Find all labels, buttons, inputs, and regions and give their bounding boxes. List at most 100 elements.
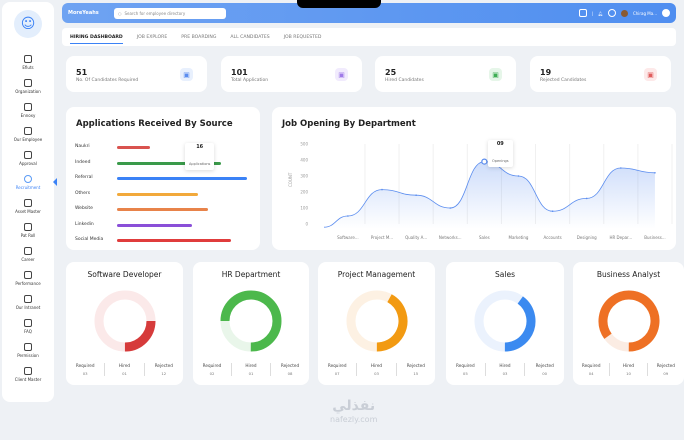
department-card: Business Analyst Required 04 Hired 10 Reject… <box>573 262 684 385</box>
tab-pre-boarding[interactable]: PRE BOARDING <box>181 34 217 40</box>
data-point[interactable] <box>415 194 417 196</box>
required-stat: Required 07 <box>327 363 347 376</box>
department-card: HR Department Required 02 Hired 01 Rejected 0… <box>193 262 309 385</box>
stat-card: 101 Total Application ▣ <box>221 56 362 92</box>
brand-name: MoreYeahs <box>68 10 99 16</box>
donut-chart <box>595 287 663 355</box>
settings-icon[interactable] <box>662 9 670 17</box>
divider: | <box>591 10 593 16</box>
sidebar-item-ennoxy[interactable]: Ennoxy <box>2 98 54 122</box>
x-tick-label: Business... <box>644 235 665 240</box>
sidebar-item-approval[interactable]: Approval <box>2 146 54 170</box>
source-label: Linkedin <box>75 221 94 227</box>
stat-card: 25 Hired Candidates ▣ <box>375 56 516 92</box>
donut-segment[interactable] <box>220 290 282 352</box>
sidebar-item-career[interactable]: Career <box>2 242 54 266</box>
donut-segment[interactable] <box>343 287 411 355</box>
source-bar[interactable] <box>117 146 150 149</box>
x-tick-label: Sales <box>479 235 490 240</box>
donut-chart <box>474 290 536 352</box>
x-tick-label: Marketing <box>509 235 529 240</box>
data-point[interactable] <box>620 167 622 169</box>
stat-label: No. Of Candidates Required <box>76 78 139 83</box>
stat-value: 51 <box>76 68 88 77</box>
tab-hiring-dashboard[interactable]: HIRING DASHBOARD <box>70 35 123 44</box>
data-point[interactable] <box>551 210 554 212</box>
department-card: Project Management Required 07 Hired 03 Reje… <box>318 262 435 385</box>
department-title: Software Developer <box>87 270 162 279</box>
gear-icon[interactable] <box>607 9 616 17</box>
department-card: Sales Required 05 Hired 03 Rejected 00 <box>446 262 564 385</box>
nav-icon <box>24 198 32 207</box>
y-axis-label: COUNT <box>288 172 293 187</box>
rejected-stat: Rejected 00 <box>524 363 564 376</box>
data-point[interactable] <box>654 172 656 174</box>
source-label: Others <box>75 190 91 196</box>
source-bar[interactable] <box>117 161 221 165</box>
sidebar-item-client-master[interactable]: Client Master <box>2 362 54 386</box>
nav-icon <box>24 54 32 63</box>
bell-icon[interactable]: 🔔︎ <box>597 10 603 16</box>
source-label: Social Media <box>75 237 104 242</box>
data-point[interactable] <box>585 197 588 200</box>
source-bar[interactable] <box>117 239 231 242</box>
data-point[interactable] <box>347 215 349 217</box>
data-point[interactable] <box>449 207 452 209</box>
nav-icon <box>24 102 32 111</box>
stat-value: 25 <box>385 68 397 77</box>
avatar[interactable] <box>620 9 628 17</box>
nav-icon <box>24 294 32 303</box>
x-tick-label: Designing <box>577 235 597 240</box>
hired-stat: Hired 01 <box>104 363 143 376</box>
source-bar[interactable] <box>117 223 192 227</box>
data-point[interactable] <box>481 158 488 165</box>
sidebar-item-our-intranet[interactable]: Our Intranet <box>2 290 54 314</box>
x-tick-label: Project M... <box>371 235 393 240</box>
sidebar-item-our-employee[interactable]: Our Employee <box>2 122 54 146</box>
sidebar-item-performance[interactable]: Performance <box>2 266 54 290</box>
sidebar: ☺ Efiuts Organization Ennoxy Our Employee Ap… <box>2 2 57 402</box>
data-point[interactable] <box>381 188 383 191</box>
user-name[interactable]: Chirag Ma... <box>632 10 657 16</box>
tab-all-candidates[interactable]: ALL CANDIDATES <box>230 34 270 40</box>
sidebar-item-permission[interactable]: Permission <box>2 338 54 362</box>
sidebar-item-faq[interactable]: FAQ <box>2 314 54 338</box>
sidebar-item-efiuts[interactable]: Efiuts <box>2 50 54 74</box>
search-input[interactable]: ○ Search for employee directory <box>114 7 226 19</box>
y-tick-label: 500 <box>300 142 308 147</box>
chart-tooltip: 09 Openings <box>488 140 513 167</box>
rejected-stat: Rejected 12 <box>143 363 183 376</box>
stat-card: 19 Rejected Candidates ▣ <box>530 56 671 92</box>
donut-segment[interactable] <box>595 287 663 355</box>
nav-icon <box>24 342 32 351</box>
y-tick-label: 300 <box>300 174 308 179</box>
calendar-icon[interactable] <box>578 9 587 17</box>
sidebar-item-organization[interactable]: Organization <box>2 74 54 98</box>
line-chart: 500 400 300 200 100 0 COUNT Software... Project … <box>288 142 673 240</box>
stat-value: 19 <box>540 68 552 77</box>
donut-segment[interactable] <box>94 290 155 352</box>
source-bar[interactable] <box>117 192 199 196</box>
y-tick-label: 200 <box>300 190 308 195</box>
sidebar-item-asset-master[interactable]: Asset Master <box>2 194 54 218</box>
stat-label: Hired Candidates <box>385 78 424 83</box>
chart-title: Job Opening By Department <box>282 119 416 129</box>
source-label: Naukri <box>75 144 90 149</box>
clipboard-icon: ▣ <box>335 68 348 81</box>
hired-stat: Hired 03 <box>484 363 525 376</box>
nav-icon <box>24 246 32 255</box>
data-point[interactable] <box>517 175 520 177</box>
tab-job-requested[interactable]: JOB REQUESTED <box>283 34 322 40</box>
sidebar-item-pat-roll[interactable]: Pat Roll <box>2 218 54 242</box>
department-card: Software Developer Required 03 Hired 01 Reje… <box>66 262 183 385</box>
sidebar-item-recruitment[interactable]: Recruitment <box>2 170 57 194</box>
tab-job-explore[interactable]: JOB EXPLORE <box>136 34 168 40</box>
search-icon: ○ <box>118 10 122 16</box>
y-tick-label: 0 <box>305 222 308 227</box>
source-card: Applications Received By Source Naukri In… <box>66 107 260 250</box>
top-header: MoreYeahs ○ Search for employee directory… <box>62 3 676 23</box>
source-bar[interactable] <box>117 208 208 211</box>
clipboard-icon: ▣ <box>180 68 193 81</box>
nav-icon <box>24 222 32 231</box>
source-bar[interactable] <box>117 177 247 180</box>
